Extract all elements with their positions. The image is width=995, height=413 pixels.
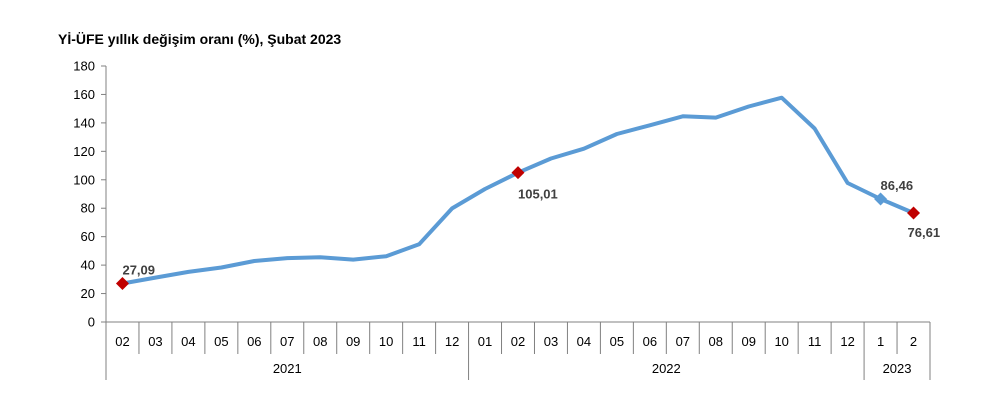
data-label: 105,01 — [518, 187, 558, 202]
x-tick-label: 2 — [910, 334, 917, 349]
x-tick-label: 05 — [214, 334, 228, 349]
x-tick-label: 08 — [313, 334, 327, 349]
x-tick-label: 12 — [445, 334, 459, 349]
x-tick-label: 1 — [877, 334, 884, 349]
x-tick-label: 06 — [643, 334, 657, 349]
x-tick-label: 07 — [280, 334, 294, 349]
x-tick-label: 01 — [478, 334, 492, 349]
y-tick-label: 120 — [73, 144, 95, 159]
x-tick-label: 07 — [676, 334, 690, 349]
y-tick-label: 180 — [73, 59, 95, 74]
x-tick-label: 03 — [148, 334, 162, 349]
data-marker — [115, 276, 129, 290]
y-tick-label: 160 — [73, 87, 95, 102]
x-tick-label: 11 — [808, 334, 822, 349]
chart-title: Yİ-ÜFE yıllık değişim oranı (%), Şubat 2… — [58, 31, 342, 47]
x-year-label: 2021 — [273, 361, 302, 376]
x-tick-label: 10 — [379, 334, 393, 349]
data-label: 27,09 — [122, 262, 155, 277]
y-tick-label: 60 — [81, 229, 95, 244]
x-tick-label: 04 — [577, 334, 591, 349]
y-tick-label: 20 — [81, 286, 95, 301]
x-tick-label: 12 — [840, 334, 854, 349]
data-label: 76,61 — [908, 225, 941, 240]
x-tick-label: 10 — [774, 334, 788, 349]
x-tick-label: 11 — [412, 334, 426, 349]
x-tick-label: 06 — [247, 334, 261, 349]
x-tick-label: 04 — [181, 334, 195, 349]
data-marker — [511, 166, 525, 180]
data-label: 86,46 — [881, 178, 914, 193]
x-tick-label: 08 — [709, 334, 723, 349]
y-tick-label: 140 — [73, 115, 95, 130]
data-marker — [907, 206, 921, 220]
y-tick-label: 40 — [81, 258, 95, 273]
x-year-label: 2022 — [652, 361, 681, 376]
x-year-label: 2023 — [883, 361, 912, 376]
data-markers: 27,09 105,01 86,46 76,61 — [115, 166, 941, 290]
x-tick-label: 09 — [741, 334, 755, 349]
x-tick-label: 05 — [610, 334, 624, 349]
y-tick-label: 0 — [88, 315, 95, 330]
x-tick-label: 03 — [544, 334, 558, 349]
y-tick-label: 80 — [81, 201, 95, 216]
data-marker — [874, 192, 888, 206]
x-tick-label: 02 — [511, 334, 525, 349]
y-tick-label: 100 — [73, 172, 95, 187]
x-tick-label: 02 — [115, 334, 129, 349]
x-tick-label: 09 — [346, 334, 360, 349]
